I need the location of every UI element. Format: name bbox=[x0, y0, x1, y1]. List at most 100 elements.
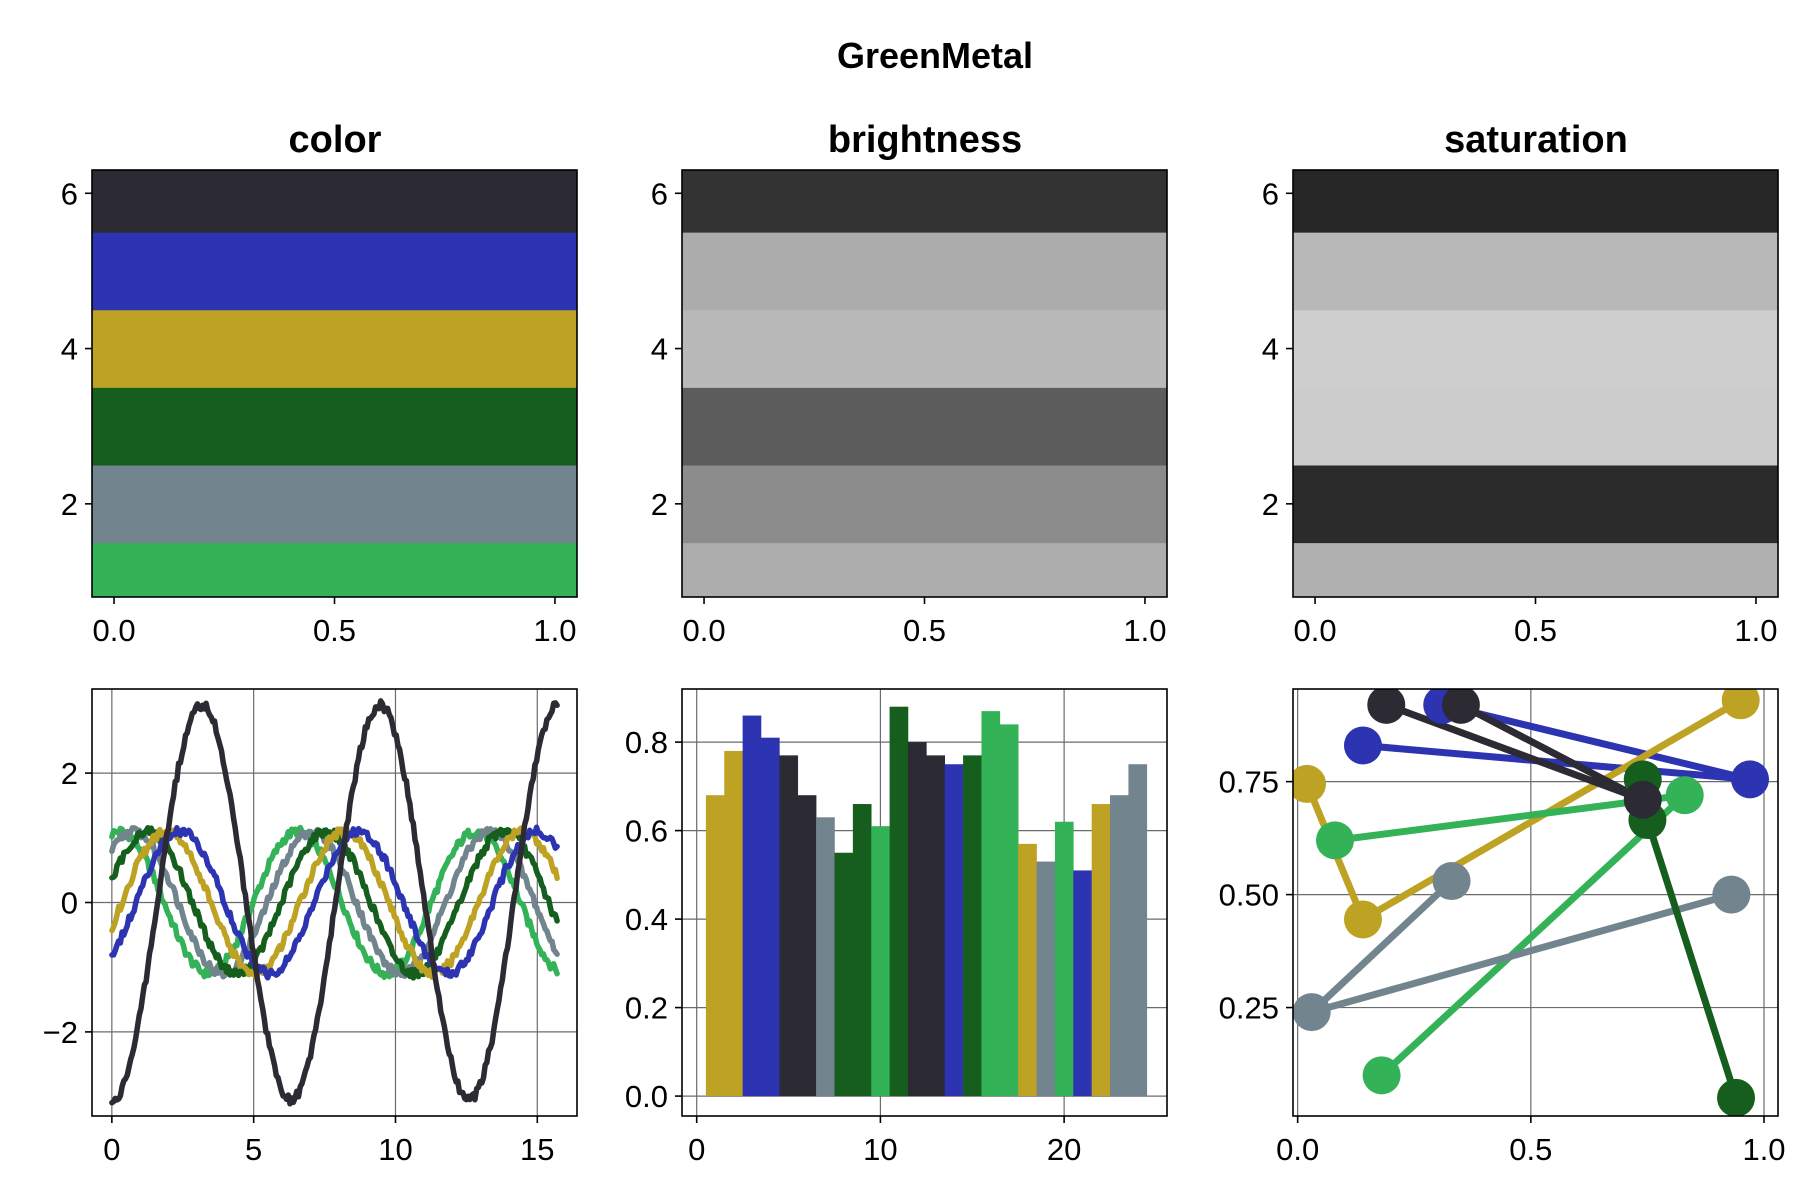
y-tick-label: 0.25 bbox=[1219, 991, 1279, 1026]
panel-title-color: color bbox=[289, 119, 382, 161]
bar-3 bbox=[742, 715, 762, 1097]
y-tick-label: 6 bbox=[1262, 176, 1279, 211]
color-band-4 bbox=[92, 309, 577, 388]
color-band-5 bbox=[1293, 232, 1778, 311]
bar-14 bbox=[944, 764, 964, 1097]
bar-9 bbox=[852, 804, 872, 1097]
y-tick-label: 4 bbox=[651, 332, 668, 367]
x-tick-label: 0.0 bbox=[1293, 613, 1336, 648]
y-tick-label: 0 bbox=[61, 886, 78, 921]
y-tick-label: 0.8 bbox=[625, 725, 668, 760]
bar-11 bbox=[889, 706, 909, 1097]
scatter-point-2-3 bbox=[1721, 689, 1760, 720]
plot-area-scatter bbox=[1293, 689, 1778, 1116]
x-tick-label: 1.0 bbox=[1734, 613, 1777, 648]
bar-15 bbox=[963, 755, 982, 1097]
scatter-point-3-2 bbox=[1665, 776, 1704, 815]
y-tick-label: −2 bbox=[43, 1015, 78, 1050]
panel-saturation: saturation 0.0 0.5 1.0 2 4 6 bbox=[1262, 119, 1779, 648]
color-band-4 bbox=[682, 309, 1167, 388]
x-tick-label: 1.0 bbox=[1742, 1132, 1785, 1167]
line-series-3 bbox=[109, 825, 560, 981]
ticks-brightness: 0.0 0.5 1.0 2 4 6 bbox=[651, 176, 1167, 648]
plot-area-lines bbox=[92, 689, 577, 1116]
axes-frame-scatter bbox=[1292, 688, 1779, 1117]
y-tick-label: 6 bbox=[651, 176, 668, 211]
x-tick-label: 0.0 bbox=[682, 613, 725, 648]
y-tick-label: 2 bbox=[61, 487, 78, 522]
panel-color: color 0.0 0.5 1.0 2 4 6 bbox=[61, 119, 578, 648]
x-tick-label: 1.0 bbox=[533, 613, 576, 648]
scatter-point-4-2 bbox=[1293, 993, 1331, 1032]
panel-title-saturation: saturation bbox=[1444, 119, 1628, 161]
x-tick-label: 0.5 bbox=[1514, 613, 1557, 648]
color-band-6 bbox=[1293, 170, 1778, 233]
ticks-saturation: 0.0 0.5 1.0 2 4 6 bbox=[1262, 176, 1778, 648]
y-tick-label: 0.50 bbox=[1219, 878, 1279, 913]
x-tick-label: 0 bbox=[688, 1132, 705, 1167]
plot-area-brightness bbox=[682, 170, 1167, 597]
y-tick-label: 0.2 bbox=[625, 991, 668, 1026]
y-tick-label: 2 bbox=[651, 487, 668, 522]
scatter-point-4-3 bbox=[1712, 875, 1751, 914]
panel-scatter: 0.0 0.5 1.0 0.25 0.50 0.75 bbox=[1219, 688, 1786, 1167]
bar-13 bbox=[926, 755, 946, 1097]
y-tick-label: 6 bbox=[61, 176, 78, 211]
color-band-2 bbox=[92, 465, 577, 544]
scatter-point-6-2 bbox=[1623, 780, 1662, 819]
panel-bars: 0 10 20 0.0 0.2 0.4 0.6 0.8 bbox=[625, 688, 1168, 1167]
x-tick-label: 20 bbox=[1047, 1132, 1081, 1167]
bar-21 bbox=[1073, 870, 1092, 1097]
y-tick-label: 4 bbox=[61, 332, 78, 367]
line-series-4 bbox=[109, 825, 560, 981]
scatter-point-6-3 bbox=[1441, 689, 1480, 724]
scatter-point-1-2 bbox=[1731, 760, 1770, 799]
figure-title: GreenMetal bbox=[837, 35, 1033, 76]
plot-area-saturation bbox=[1293, 170, 1778, 597]
x-tick-label: 0 bbox=[103, 1132, 120, 1167]
x-tick-label: 15 bbox=[520, 1132, 554, 1167]
scatter-point-6-1 bbox=[1367, 689, 1406, 724]
scatter-point-2-1 bbox=[1293, 764, 1326, 803]
bar-2 bbox=[724, 750, 743, 1097]
axes-frame-bars bbox=[681, 688, 1168, 1117]
bar-8 bbox=[834, 852, 854, 1097]
x-tick-label: 0.5 bbox=[1509, 1132, 1552, 1167]
bar-20 bbox=[1054, 821, 1074, 1097]
panel-title-brightness: brightness bbox=[828, 119, 1022, 161]
color-band-4 bbox=[1293, 309, 1778, 388]
line-series-5 bbox=[109, 824, 560, 981]
x-tick-label: 0.5 bbox=[313, 613, 356, 648]
x-tick-label: 1.0 bbox=[1123, 613, 1166, 648]
color-band-6 bbox=[682, 170, 1167, 233]
y-tick-label: 0.6 bbox=[625, 814, 668, 849]
bar-16 bbox=[981, 711, 1001, 1097]
x-tick-label: 5 bbox=[245, 1132, 262, 1167]
color-band-3 bbox=[682, 387, 1167, 466]
panel-lines: 0 5 10 15 −2 0 2 bbox=[43, 688, 578, 1167]
y-tick-label: 0.75 bbox=[1219, 765, 1279, 800]
ticks-lines: 0 5 10 15 −2 0 2 bbox=[43, 756, 555, 1167]
bar-6 bbox=[797, 795, 817, 1097]
scatter-point-5-3 bbox=[1717, 1078, 1756, 1116]
ticks-scatter: 0.0 0.5 1.0 0.25 0.50 0.75 bbox=[1219, 765, 1786, 1167]
y-tick-label: 4 bbox=[1262, 332, 1279, 367]
x-tick-label: 0.0 bbox=[1276, 1132, 1319, 1167]
scatter-point-2-2 bbox=[1343, 900, 1382, 939]
y-tick-label: 2 bbox=[61, 756, 78, 791]
bar-10 bbox=[871, 826, 890, 1097]
scatter-point-1-1 bbox=[1343, 726, 1382, 765]
x-tick-label: 10 bbox=[863, 1132, 897, 1167]
ticks-bars: 0 10 20 0.0 0.2 0.4 0.6 0.8 bbox=[625, 725, 1081, 1167]
color-band-5 bbox=[682, 232, 1167, 311]
bar-23 bbox=[1110, 795, 1129, 1097]
bar-24 bbox=[1128, 764, 1148, 1097]
color-band-3 bbox=[92, 387, 577, 466]
scatter-point-3-3 bbox=[1362, 1056, 1401, 1095]
scatter-point-3-1 bbox=[1315, 821, 1354, 860]
bar-12 bbox=[907, 742, 927, 1097]
color-band-3 bbox=[1293, 387, 1778, 466]
bar-5 bbox=[779, 755, 799, 1097]
x-tick-label: 0.0 bbox=[92, 613, 135, 648]
